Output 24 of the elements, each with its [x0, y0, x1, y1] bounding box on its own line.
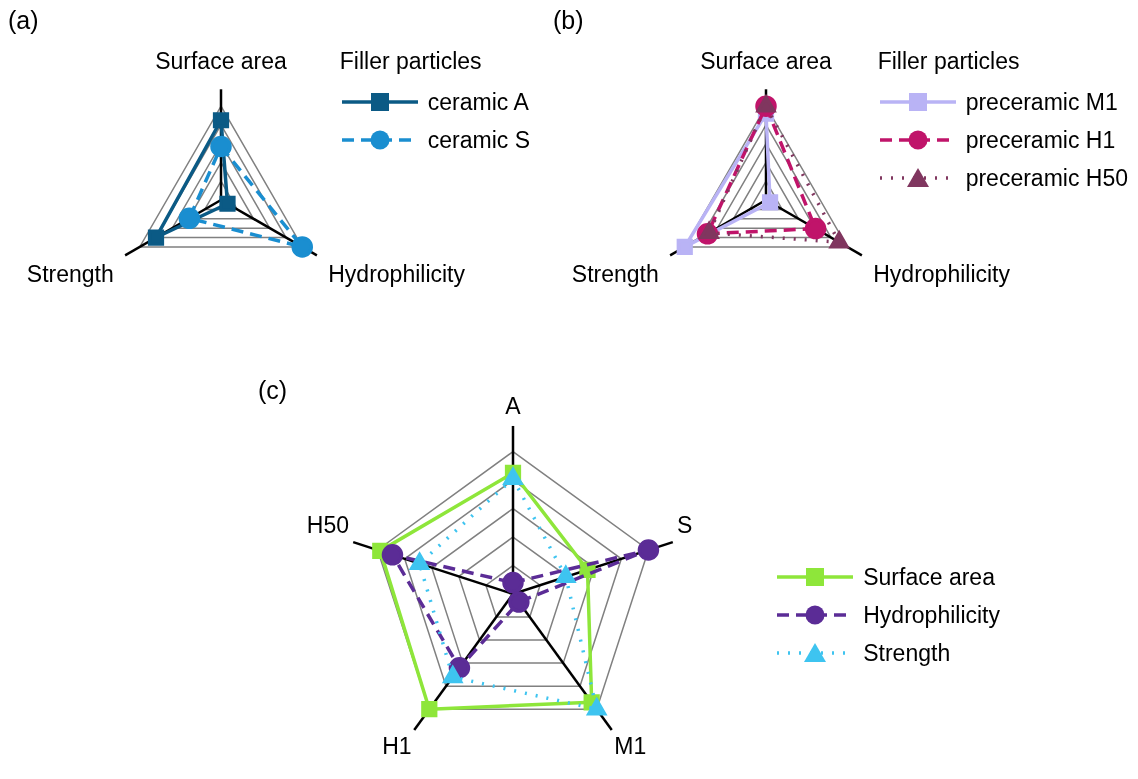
- spoke-label: M1: [614, 732, 647, 759]
- spoke-label: Strength: [571, 261, 659, 288]
- spoke-label: S: [676, 512, 693, 539]
- legend-label: Strength: [863, 639, 951, 667]
- legend-label: preceramic H1: [965, 126, 1116, 154]
- legend-title: Filler particles: [339, 48, 483, 75]
- spoke-label: H50: [306, 512, 350, 539]
- spoke-label: Hydrophilicity: [873, 261, 1011, 288]
- spoke-label: H1: [382, 732, 412, 759]
- legend-label: ceramic A: [427, 88, 529, 116]
- spoke-label: Hydrophilicity: [328, 261, 466, 288]
- legend-label: ceramic S: [427, 126, 530, 154]
- chart-title: (a): [8, 6, 39, 35]
- spoke-label: Surface area: [155, 47, 288, 74]
- legend-title: Filler particles: [877, 48, 1021, 75]
- spoke-label: A: [505, 393, 522, 420]
- legend-label: Hydrophilicity: [863, 601, 1000, 629]
- legend-label: preceramic H50: [965, 164, 1128, 192]
- spoke-label: Surface area: [700, 47, 833, 74]
- legend-label: Surface area: [863, 563, 995, 591]
- chart-title: (c): [258, 376, 288, 405]
- spoke-label: Strength: [26, 261, 114, 288]
- chart-title: (b): [553, 6, 584, 35]
- legend-label: preceramic M1: [965, 88, 1118, 116]
